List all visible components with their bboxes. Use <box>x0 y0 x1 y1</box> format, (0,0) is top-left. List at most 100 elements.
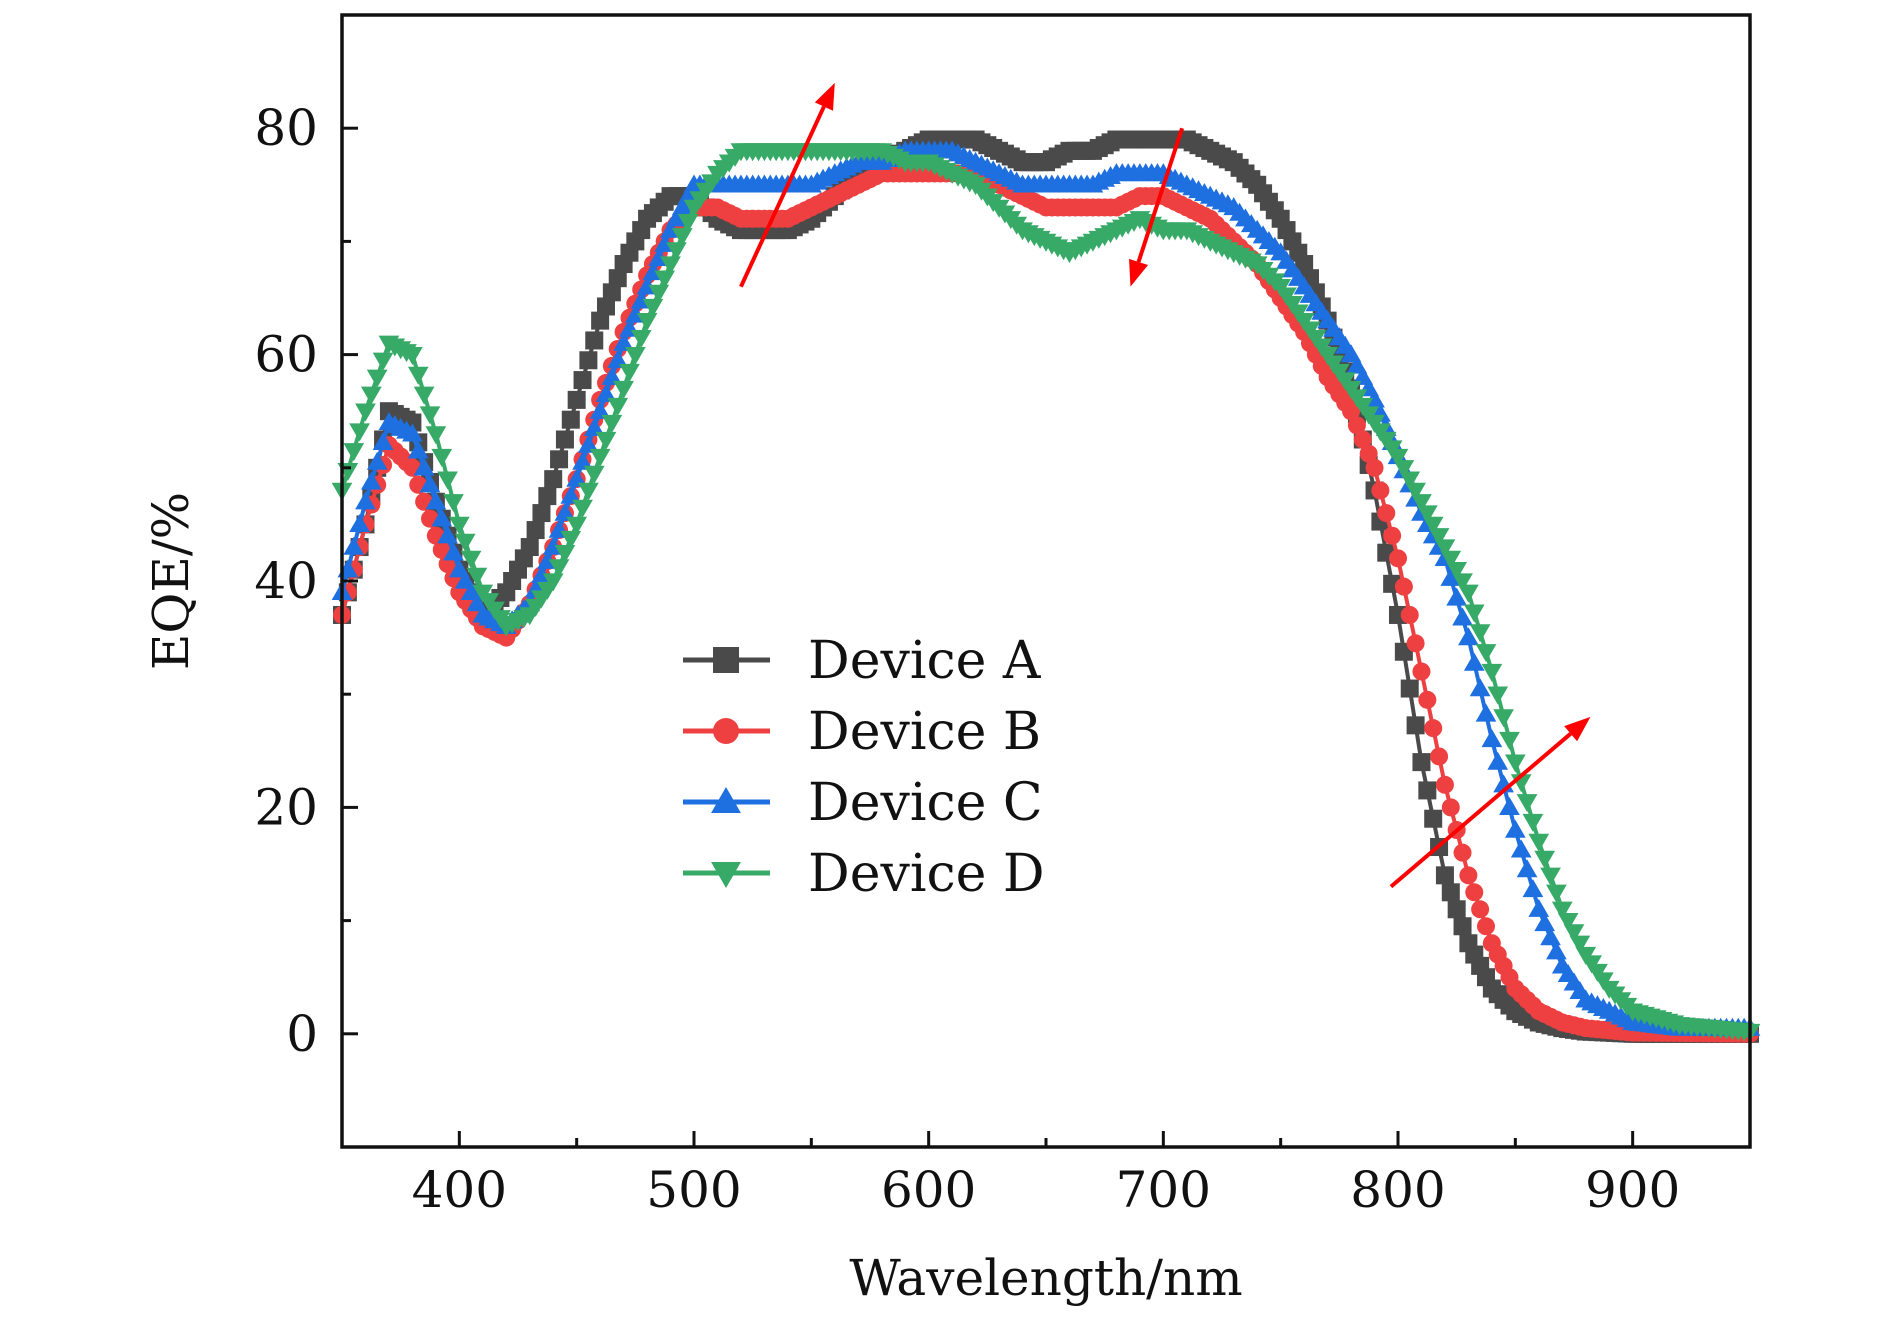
device-d-marker <box>1393 460 1415 479</box>
device-b-marker <box>1383 526 1402 545</box>
device-b-marker <box>1353 430 1372 449</box>
legend-label: Device D <box>808 844 1045 904</box>
device-b-marker <box>1471 900 1490 919</box>
device-c-marker <box>419 474 441 493</box>
legend-label: Device A <box>808 631 1042 691</box>
device-d-marker <box>660 256 681 275</box>
legend-label: Device C <box>808 773 1043 833</box>
device-d-marker <box>578 482 599 501</box>
device-b-marker <box>1418 690 1437 709</box>
device-c-marker <box>431 508 453 527</box>
y-tick-label: 20 <box>254 778 318 836</box>
device-b-marker <box>1400 605 1419 624</box>
device-d-marker <box>554 545 576 564</box>
device-c-marker <box>666 208 687 227</box>
device-d-marker <box>1440 550 1462 569</box>
device-c-marker <box>578 434 599 453</box>
device-a-marker <box>1295 255 1314 274</box>
device-d-series <box>331 143 1761 1042</box>
legend-marker <box>711 787 741 814</box>
device-b-marker <box>432 540 451 559</box>
device-a-marker <box>538 487 557 506</box>
device-d-marker <box>560 530 582 549</box>
device-a-marker <box>1447 900 1466 919</box>
device-d-marker <box>1458 584 1479 603</box>
device-d-marker <box>583 465 605 484</box>
axis-layer: 400 500 600 700 800 900 0 20 40 60 80 <box>254 13 1752 1219</box>
trend-arrow-shaft <box>1136 127 1185 263</box>
device-c-marker <box>437 525 458 544</box>
device-c-marker <box>402 423 423 442</box>
device-b-marker <box>1477 917 1495 936</box>
device-c-marker <box>1458 627 1479 646</box>
device-a-marker <box>608 269 627 288</box>
legend-marker <box>713 718 739 744</box>
trend-arrow-shaft <box>739 105 826 288</box>
device-a-marker <box>597 297 615 316</box>
device-d-marker <box>413 386 435 405</box>
device-d-marker <box>566 516 588 535</box>
device-d-marker <box>595 431 617 450</box>
device-d-marker <box>448 516 470 535</box>
device-d-marker <box>1487 686 1509 705</box>
x-tick-label: 500 <box>646 1161 741 1219</box>
device-b-marker <box>1342 402 1361 421</box>
device-d-marker <box>1493 709 1514 728</box>
device-a-marker <box>532 504 551 523</box>
device-d-marker <box>460 550 482 569</box>
device-c-marker <box>355 491 376 510</box>
trend-arrow-head <box>814 82 835 111</box>
device-a-marker <box>573 371 592 390</box>
device-d-marker <box>1405 482 1426 501</box>
device-c-marker <box>1440 567 1462 586</box>
device-d-marker <box>1434 539 1456 558</box>
device-a-marker <box>591 311 610 330</box>
legend-entry: Device B <box>683 702 1041 762</box>
device-b-marker <box>1441 798 1460 817</box>
device-a-marker <box>1406 716 1425 735</box>
device-d-marker <box>1428 528 1450 547</box>
device-c-marker <box>1487 751 1509 770</box>
device-d-marker <box>624 346 646 365</box>
device-d-markers <box>331 143 1761 1042</box>
series-layer <box>331 130 1761 1043</box>
device-c-marker <box>1481 729 1503 748</box>
device-d-marker <box>1411 494 1432 513</box>
device-c-marker <box>413 457 435 476</box>
device-c-marker <box>1452 607 1473 626</box>
x-tick-label: 800 <box>1350 1161 1445 1219</box>
trend-arrow <box>739 82 835 288</box>
legend-entry: Device D <box>683 844 1045 904</box>
device-d-marker <box>425 426 447 445</box>
device-c-marker <box>671 197 693 216</box>
legend-marker <box>711 861 741 888</box>
device-d-marker <box>666 242 687 261</box>
device-a-marker <box>602 283 621 302</box>
device-a-marker <box>526 521 545 540</box>
device-a-marker <box>1441 883 1460 902</box>
y-tick-label: 40 <box>254 552 318 610</box>
device-c-marker <box>1510 839 1532 858</box>
legend: Device A Device B Device C Device D <box>683 631 1045 904</box>
device-c-marker <box>360 471 382 490</box>
device-d-marker <box>466 567 488 586</box>
device-c-markers <box>331 140 1761 1036</box>
device-a-marker <box>1453 917 1472 936</box>
device-c-marker <box>1516 859 1538 878</box>
device-d-marker <box>654 270 676 289</box>
trend-arrow <box>1129 127 1185 287</box>
device-d-marker <box>454 533 476 552</box>
device-d-marker <box>1569 935 1591 954</box>
annotation-layer <box>739 82 1591 889</box>
device-a-marker <box>1435 866 1454 885</box>
device-c-marker <box>560 485 582 504</box>
device-b-marker <box>1465 883 1484 902</box>
device-d-marker <box>1528 833 1550 852</box>
device-d-marker <box>542 573 564 592</box>
device-d-marker <box>1540 867 1561 886</box>
device-d-marker <box>419 406 441 425</box>
device-d-marker <box>349 423 370 442</box>
x-axis-title: Wavelength/nm <box>849 1249 1242 1307</box>
device-d-marker <box>372 352 394 371</box>
